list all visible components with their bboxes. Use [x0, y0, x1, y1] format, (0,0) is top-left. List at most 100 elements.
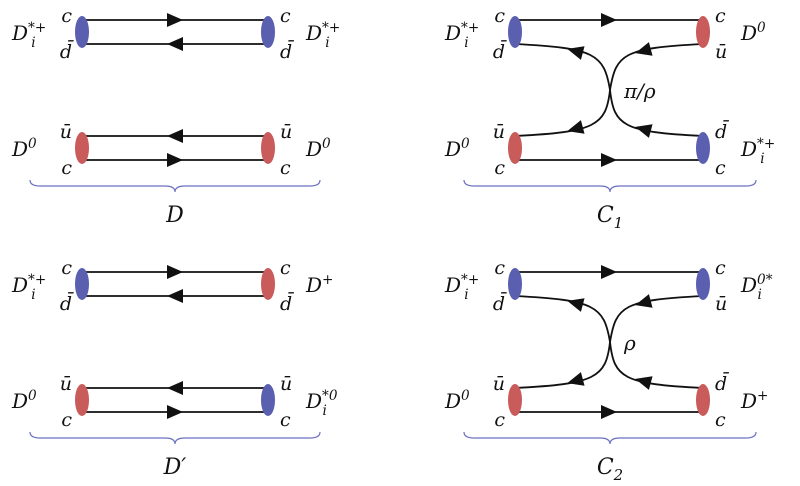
arrowhead [635, 376, 653, 390]
meson-label: D*+ i [444, 272, 479, 303]
meson-capsule [696, 16, 710, 48]
quark-label: ū [280, 373, 292, 395]
meson-capsule [508, 268, 522, 300]
quark-label: ū [715, 41, 727, 63]
meson-capsule [75, 132, 89, 164]
quark-arrow [167, 381, 183, 395]
quark-arrow [167, 37, 183, 51]
meson-label: D0 [740, 20, 766, 45]
quark-arrow [635, 376, 653, 390]
quark-label: c [280, 409, 291, 431]
quark-arrow [601, 13, 617, 27]
arrowhead [601, 265, 617, 279]
meson-label: D0 [11, 388, 37, 413]
quark-label: c [494, 157, 505, 179]
grouping-brace [29, 179, 321, 193]
arrowhead [567, 372, 585, 386]
quark-arrow [635, 124, 653, 138]
meson-capsule [75, 268, 89, 300]
meson-label: D+ [740, 388, 768, 413]
meson-label: D*+ i [11, 272, 46, 303]
arrowhead [167, 129, 183, 143]
arrowhead [601, 405, 617, 419]
arrowhead [167, 37, 183, 51]
quark-label: c [61, 257, 72, 279]
exchange-curve [514, 43, 704, 137]
meson-capsule [261, 132, 275, 164]
quark-arrow [167, 13, 183, 27]
arrowhead [567, 46, 585, 60]
meson-capsule [75, 384, 89, 416]
grouping-brace [463, 431, 757, 445]
quark-label: d̄ [280, 39, 294, 63]
quark-label: c [280, 257, 291, 279]
quark-arrow [601, 153, 617, 167]
arrowhead [167, 405, 183, 419]
quark-label: c [715, 409, 726, 431]
quark-label: d̄ [493, 39, 507, 63]
quark-label: ū [715, 293, 727, 315]
meson-capsule [508, 132, 522, 164]
meson-label: D*0 i [305, 388, 338, 419]
arrowhead [567, 120, 585, 134]
quark-label: ū [60, 373, 72, 395]
grouping-brace [463, 179, 757, 193]
quark-label: c [280, 157, 291, 179]
diagram-label: D [165, 203, 184, 228]
quark-label: ū [493, 121, 505, 143]
exchange-curve [514, 295, 704, 389]
meson-capsule [261, 16, 275, 48]
quark-arrow [635, 294, 653, 308]
quark-label: c [494, 257, 505, 279]
meson-label: D+ [305, 272, 333, 297]
quark-arrow [167, 265, 183, 279]
quark-arrow [567, 120, 585, 134]
quark-arrow [167, 129, 183, 143]
quark-label: c [494, 5, 505, 27]
quark-label: c [61, 5, 72, 27]
meson-label: D*+ i [11, 20, 46, 51]
arrowhead [635, 124, 653, 138]
arrowhead [635, 42, 653, 56]
quark-label: c [715, 157, 726, 179]
meson-capsule [75, 16, 89, 48]
quark-label: ū [60, 121, 72, 143]
quark-label: d̄ [715, 119, 729, 143]
meson-label: D0 [305, 136, 331, 161]
quark-arrow [567, 372, 585, 386]
meson-capsule [696, 268, 710, 300]
exchange-curve [514, 43, 704, 137]
quark-label: d̄ [280, 291, 294, 315]
quark-label: d̄ [60, 291, 74, 315]
meson-label: D*+ i [444, 20, 479, 51]
arrowhead [167, 153, 183, 167]
quark-label: c [715, 257, 726, 279]
quark-label: d̄ [60, 39, 74, 63]
arrowhead [601, 153, 617, 167]
quark-arrow [167, 289, 183, 303]
quark-label: ū [280, 121, 292, 143]
quark-label: d̄ [493, 291, 507, 315]
exchange-label: ρ [623, 331, 636, 355]
arrowhead [167, 289, 183, 303]
quark-arrow [567, 46, 585, 60]
meson-label: D*+ i [740, 136, 775, 167]
diagram-label: D′ [163, 455, 187, 480]
meson-capsule [508, 16, 522, 48]
diagram-label: C2 [597, 455, 623, 484]
meson-label: D0 [11, 136, 37, 161]
arrowhead [167, 381, 183, 395]
meson-capsule [261, 384, 275, 416]
quark-label: c [61, 409, 72, 431]
grouping-brace [29, 431, 321, 445]
meson-label: D0 [444, 136, 470, 161]
meson-capsule [696, 132, 710, 164]
meson-label: D0* i [740, 272, 773, 303]
meson-label: D0 [444, 388, 470, 413]
arrowhead [635, 294, 653, 308]
quark-arrow [567, 298, 585, 312]
